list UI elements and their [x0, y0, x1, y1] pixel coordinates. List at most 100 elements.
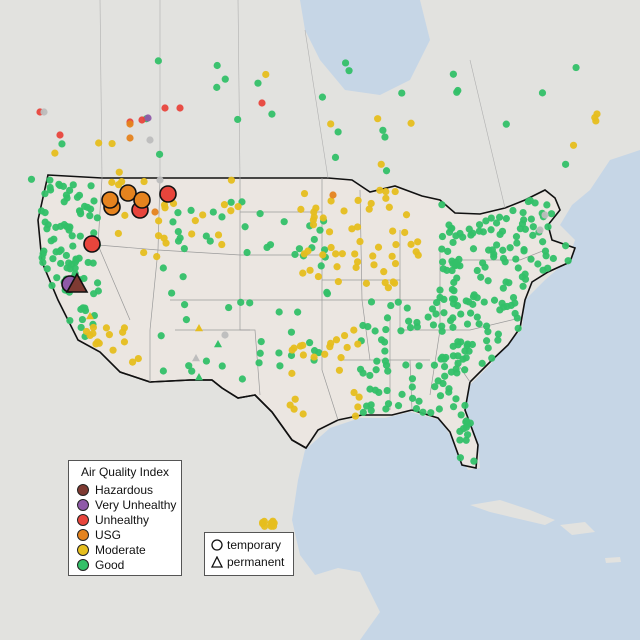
monitor-marker	[461, 366, 469, 374]
monitor-marker	[430, 361, 439, 369]
monitor-marker	[41, 218, 49, 226]
monitor-marker	[276, 362, 284, 370]
monitor-marker	[221, 331, 229, 339]
monitor-marker	[484, 328, 492, 336]
monitor-marker	[237, 298, 245, 306]
monitor-marker	[256, 210, 264, 218]
monitor-marker	[299, 341, 307, 349]
monitor-marker	[49, 255, 57, 263]
monitor-marker	[456, 427, 464, 436]
monitor-marker	[496, 230, 504, 239]
monitor-marker	[477, 273, 485, 281]
monitor-marker	[209, 208, 217, 216]
monitor-marker	[46, 176, 54, 184]
legend-item-temporary: temporary	[211, 537, 281, 553]
monitor-marker	[511, 299, 519, 307]
monitor-marker	[255, 359, 263, 367]
monitor-marker	[438, 201, 446, 209]
monitor-marker	[41, 190, 49, 198]
monitor-marker	[424, 313, 432, 321]
monitor-marker	[180, 245, 188, 253]
monitor-marker	[440, 363, 449, 371]
legend-swatch	[77, 529, 89, 541]
monitor-marker	[408, 394, 417, 402]
monitor-marker	[367, 401, 375, 409]
monitor-marker	[38, 254, 46, 262]
monitor-marker	[213, 61, 221, 70]
monitor-marker	[376, 186, 384, 194]
monitor-marker	[345, 67, 353, 75]
monitor-marker	[315, 349, 323, 357]
monitor-marker	[389, 278, 397, 286]
monitor-marker	[57, 222, 65, 230]
monitor-marker	[454, 352, 462, 360]
monitor-marker	[77, 323, 85, 332]
monitor-marker	[490, 296, 499, 304]
land-puerto-rico	[605, 557, 621, 563]
monitor-marker	[444, 247, 452, 255]
monitor-marker	[513, 239, 521, 247]
monitor-marker	[441, 372, 449, 380]
monitor-marker	[227, 207, 235, 215]
monitor-marker	[401, 228, 409, 237]
monitor-marker	[138, 116, 146, 124]
monitor-marker	[78, 315, 87, 324]
monitor-marker	[351, 250, 359, 258]
monitor-marker	[372, 366, 380, 374]
monitor-marker	[415, 362, 423, 370]
monitor-marker	[351, 412, 360, 420]
monitor-marker	[382, 188, 390, 196]
monitor-marker	[438, 232, 447, 241]
monitor-marker	[484, 344, 492, 352]
permanent-monitor-marker	[86, 312, 94, 320]
monitor-marker	[275, 308, 283, 316]
monitor-marker	[323, 290, 332, 298]
monitor-marker	[521, 225, 530, 233]
monitor-marker	[340, 207, 348, 215]
legend-item-very-unhealthy: Very Unhealthy	[77, 498, 176, 512]
monitor-marker	[403, 304, 411, 312]
monitor-marker	[134, 354, 142, 363]
monitor-marker	[465, 347, 473, 355]
province-borders	[99, 0, 506, 209]
monitor-marker	[41, 209, 49, 217]
circle-icon	[211, 539, 223, 551]
monitor-marker	[287, 328, 296, 336]
monitor-marker	[445, 385, 453, 393]
monitor-marker	[218, 213, 226, 221]
monitor-marker	[462, 436, 470, 444]
monitor-marker	[214, 231, 223, 239]
legend-item-permanent: permanent	[211, 554, 284, 570]
monitor-marker	[506, 244, 514, 252]
monitor-marker	[452, 232, 460, 240]
monitor-marker	[380, 268, 388, 276]
monitor-marker	[366, 385, 374, 393]
monitor-marker	[310, 353, 318, 361]
monitor-marker	[384, 284, 392, 292]
monitor-marker	[514, 324, 522, 332]
monitor-marker	[379, 126, 387, 134]
monitor-marker	[429, 321, 438, 329]
land-cuba	[470, 500, 555, 525]
monitor-marker	[512, 255, 520, 263]
monitor-marker	[359, 408, 367, 416]
monitor-marker	[549, 254, 557, 263]
monitor-marker	[544, 223, 552, 231]
monitor-marker	[440, 295, 448, 303]
monitor-marker	[519, 282, 527, 290]
monitor-marker	[542, 252, 550, 260]
monitor-marker	[521, 275, 530, 283]
monitor-marker	[306, 266, 314, 274]
monitor-marker	[453, 88, 461, 96]
monitor-marker	[319, 214, 327, 222]
monitor-marker	[343, 343, 351, 352]
monitor-marker	[413, 318, 421, 327]
monitor-marker	[382, 325, 390, 334]
land-hispaniola	[560, 522, 595, 535]
monitor-marker	[220, 201, 229, 209]
monitor-marker	[547, 210, 556, 218]
legend-item-good: Good	[77, 558, 124, 572]
monitor-marker	[374, 115, 382, 123]
monitor-marker	[156, 176, 164, 184]
monitor-marker	[484, 277, 492, 285]
